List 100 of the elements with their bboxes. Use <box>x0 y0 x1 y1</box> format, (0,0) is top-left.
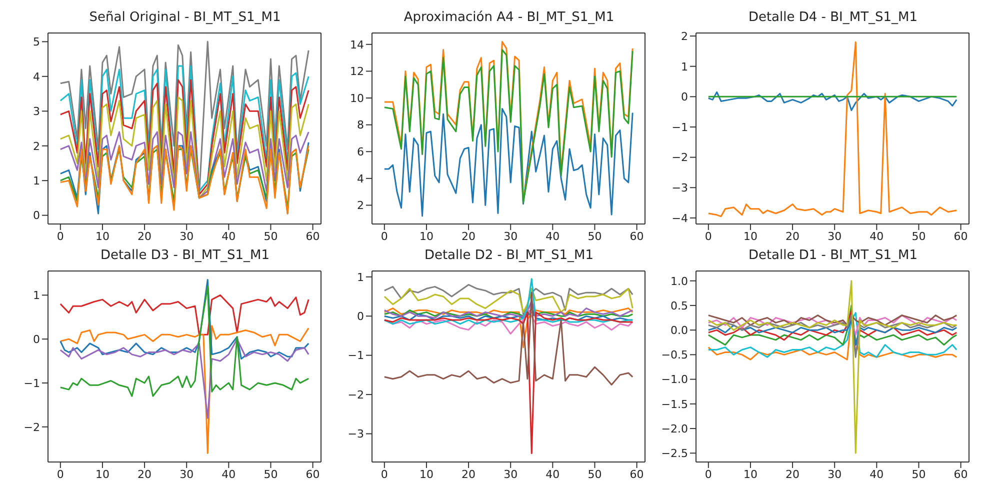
x-tick-label: 10 <box>95 230 110 243</box>
line-series <box>60 279 310 360</box>
x-tick-label: 0 <box>380 230 388 243</box>
x-tick-label: 30 <box>180 468 194 481</box>
y-tick-label: −0.5 <box>661 348 688 362</box>
x-tick-label: 50 <box>588 230 602 243</box>
y-tick-label: 0 <box>33 332 40 346</box>
x-tick-label: 20 <box>786 468 800 481</box>
x-tick-label: 60 <box>630 468 644 481</box>
x-tick-label: 60 <box>306 468 320 481</box>
x-tick-label: 20 <box>786 230 800 243</box>
y-tick-label: 12 <box>350 65 364 78</box>
line-series <box>708 304 958 346</box>
chart-title: Detalle D4 - BI_MT_S1_M1 <box>747 9 919 27</box>
x-tick-label: 50 <box>912 468 926 481</box>
x-tick-label: 40 <box>222 468 236 481</box>
x-tick-label: 40 <box>546 468 560 481</box>
line-series <box>708 319 958 346</box>
y-tick-label: 4 <box>357 172 364 186</box>
y-tick-label: 10 <box>350 92 364 105</box>
x-tick-label: 20 <box>462 230 476 243</box>
chart-title: Señal Original - BI_MT_S1_M1 <box>88 9 282 27</box>
line-series <box>384 300 634 319</box>
line-series <box>708 41 958 218</box>
y-tick-label: 0 <box>681 90 688 104</box>
y-tick-label: −2.0 <box>661 422 688 436</box>
y-tick-label: −2 <box>348 388 364 402</box>
y-tick-label: 1 <box>33 174 40 188</box>
line-series <box>708 314 958 326</box>
line-series <box>708 91 958 112</box>
chart-title: Aproximación A4 - BI_MT_S1_M1 <box>402 9 616 27</box>
x-tick-label: 0 <box>704 468 712 481</box>
y-tick-label: −1 <box>24 376 40 390</box>
y-tick-label: 1 <box>33 289 40 302</box>
x-tick-label: 20 <box>138 230 152 243</box>
x-tick-label: 50 <box>264 230 278 243</box>
y-tick-label: 0 <box>357 310 364 324</box>
y-tick-label: −2.5 <box>661 447 688 460</box>
line-series <box>384 292 634 386</box>
x-tick-label: 60 <box>954 230 968 243</box>
x-tick-label: 60 <box>954 468 968 481</box>
x-tick-label: 30 <box>180 230 194 243</box>
y-tick-label: −1 <box>672 120 688 134</box>
chart-title: Detalle D2 - BI_MT_S1_M1 <box>423 247 595 265</box>
y-tick-label: 5 <box>33 36 40 49</box>
x-tick-label: 40 <box>546 230 560 243</box>
y-tick-label: −3 <box>672 182 688 195</box>
x-tick-label: 10 <box>743 468 758 481</box>
y-tick-label: 1 <box>357 270 364 284</box>
x-tick-label: 30 <box>828 468 842 481</box>
y-tick-label: 8 <box>357 118 364 132</box>
x-tick-label: 10 <box>95 468 110 481</box>
x-tick-label: 60 <box>306 230 320 243</box>
line-series <box>60 96 310 199</box>
y-tick-label: 4 <box>33 70 40 84</box>
line-series <box>708 280 958 454</box>
y-tick-label: −3 <box>348 428 364 441</box>
x-tick-label: 40 <box>870 230 884 243</box>
y-tick-label: 2 <box>357 199 364 212</box>
x-tick-label: 30 <box>504 230 518 243</box>
line-series <box>60 286 310 397</box>
y-tick-label: 14 <box>350 38 364 52</box>
x-tick-label: 0 <box>380 468 388 481</box>
chart-title: Detalle D1 - BI_MT_S1_M1 <box>747 247 919 265</box>
x-tick-label: 60 <box>630 230 644 243</box>
y-tick-label: −1.0 <box>661 373 688 386</box>
y-tick-label: 3 <box>33 105 40 118</box>
y-tick-label: −1.5 <box>661 398 688 411</box>
x-tick-label: 10 <box>419 468 434 481</box>
y-tick-label: −4 <box>672 212 688 225</box>
y-tick-label: −2 <box>24 420 40 434</box>
line-series <box>60 325 310 454</box>
x-tick-label: 40 <box>870 468 884 481</box>
x-tick-label: 50 <box>264 468 278 481</box>
x-tick-label: 30 <box>828 230 842 243</box>
y-tick-label: 0.0 <box>670 324 688 337</box>
x-tick-label: 10 <box>743 230 758 243</box>
line-series <box>60 294 310 336</box>
x-tick-label: 20 <box>138 468 152 481</box>
x-tick-label: 50 <box>912 230 926 243</box>
y-tick-label: 2 <box>33 140 40 153</box>
line-series <box>384 108 634 217</box>
x-tick-label: 0 <box>56 468 64 481</box>
y-tick-label: 6 <box>357 146 364 159</box>
y-tick-label: 0.5 <box>670 299 688 312</box>
line-series <box>60 338 310 419</box>
x-tick-label: 0 <box>56 230 64 243</box>
y-tick-label: −2 <box>672 151 688 164</box>
line-series <box>60 131 310 199</box>
y-tick-label: 0 <box>33 209 40 222</box>
line-series <box>384 278 634 325</box>
line-series <box>384 308 634 348</box>
y-tick-label: 1 <box>681 60 688 74</box>
line-series <box>384 311 634 454</box>
x-tick-label: 50 <box>588 468 602 481</box>
x-tick-label: 30 <box>504 468 518 481</box>
y-tick-label: 2 <box>681 30 688 43</box>
x-tick-label: 20 <box>462 468 476 481</box>
line-series <box>708 314 958 336</box>
chart-title: Detalle D3 - BI_MT_S1_M1 <box>99 247 271 265</box>
